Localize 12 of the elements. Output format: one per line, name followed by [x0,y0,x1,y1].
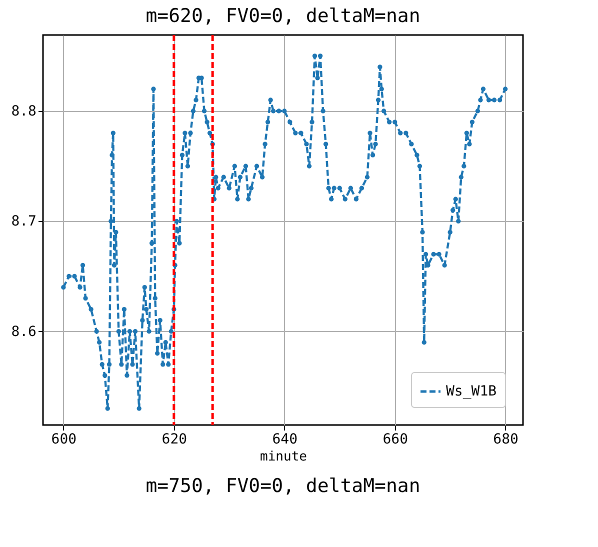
x-axis-title: minute [260,450,308,464]
y-tick-label: 8.7 [11,214,36,230]
x-tick-label: 660 [382,432,408,448]
x-tick-label: 640 [272,432,298,448]
x-tick-label: 600 [51,432,77,448]
text: m=750, FV0=0, deltaM=nan [146,475,420,497]
y-tick-label: 8.6 [11,324,36,340]
y-tick-label: 8.8 [11,104,36,120]
chart-title: m=620, FV0=0, deltaM=nan [146,4,420,27]
legend-label: Ws_W1B [446,384,497,400]
x-tick-label: 620 [162,432,188,448]
x-tick-label: 680 [493,432,518,448]
